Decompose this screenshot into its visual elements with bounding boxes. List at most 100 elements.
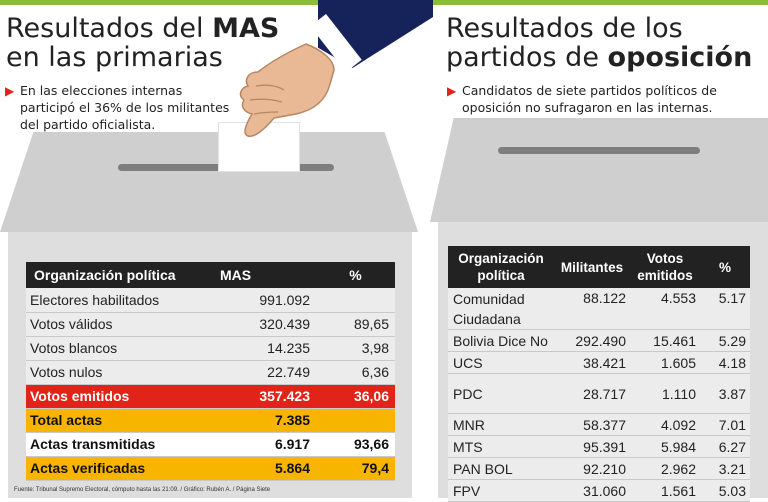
table-row-highlight-red: Votos emitidos 357.423 36,06 xyxy=(26,384,395,409)
left-bullet-text: En las elecciones internas participó el … xyxy=(20,83,230,132)
row-mas: 357.423 xyxy=(206,384,316,409)
left-title: Resultados del MAS en las primarias xyxy=(6,14,279,72)
table-row: UCS 38.421 1.605 4.18 xyxy=(448,351,750,374)
table-row: MNR 58.377 4.092 7.01 xyxy=(448,413,750,436)
row-pct: 89,65 xyxy=(316,312,395,337)
row-mas: 14.235 xyxy=(206,336,316,361)
row-pct: 5.03 xyxy=(700,479,750,502)
row-label: Votos blancos xyxy=(26,336,206,361)
ballot-box-lid-right xyxy=(430,118,768,222)
right-title-line1: Resultados de los xyxy=(446,13,683,44)
row-label: Votos emitidos xyxy=(26,384,206,409)
row-org: MNR xyxy=(448,413,554,436)
right-bullet: ▶ Candidatos de siete partidos políticos… xyxy=(447,82,762,116)
row-militantes: 88.122 xyxy=(554,288,630,330)
row-pct: 36,06 xyxy=(316,384,395,409)
row-militantes: 31.060 xyxy=(554,479,630,502)
row-org: UCS xyxy=(448,351,554,374)
row-militantes: 28.717 xyxy=(554,373,630,414)
table-row: Bolivia Dice No 292.490 15.461 5.29 xyxy=(448,329,750,352)
column-header: % xyxy=(700,246,750,288)
row-label: Actas verificadas xyxy=(26,456,206,481)
bullet-arrow-icon: ▶ xyxy=(5,84,15,98)
column-header: Organización política xyxy=(26,262,206,288)
row-pct: 3.87 xyxy=(700,373,750,414)
table-row: Electores habilitados 991.092 xyxy=(26,288,395,313)
row-pct: 7.01 xyxy=(700,413,750,436)
table-row: Votos blancos 14.235 3,98 xyxy=(26,336,395,361)
row-votos: 1.561 xyxy=(630,479,700,502)
row-org: Comunidad Ciudadana xyxy=(448,288,554,330)
column-header: % xyxy=(316,262,395,288)
row-militantes: 38.421 xyxy=(554,351,630,374)
row-label: Total actas xyxy=(26,408,206,433)
table-header-row: Organización política MAS % xyxy=(26,262,395,288)
right-title: Resultados de los partidos de oposición xyxy=(446,14,752,72)
row-mas: 5.864 xyxy=(206,456,316,481)
row-mas: 991.092 xyxy=(206,288,316,313)
ballot-box-lid-left xyxy=(0,132,418,232)
column-header: MAS xyxy=(206,262,316,288)
row-org: PAN BOL xyxy=(448,457,554,480)
table-row: PDC 28.717 1.110 3.87 xyxy=(448,373,750,414)
table-row: Votos válidos 320.439 89,65 xyxy=(26,312,395,337)
row-militantes: 95.391 xyxy=(554,435,630,458)
row-votos: 1.605 xyxy=(630,351,700,374)
row-label: Votos nulos xyxy=(26,360,206,385)
left-title-bold: MAS xyxy=(212,13,280,44)
mas-results-table: Organización política MAS % Electores ha… xyxy=(26,262,395,481)
row-org: FPV xyxy=(448,479,554,502)
row-pct: 3,98 xyxy=(316,336,395,361)
hand-icon xyxy=(239,43,335,138)
row-militantes: 292.490 xyxy=(554,329,630,352)
row-pct: 3.21 xyxy=(700,457,750,480)
ballot-slot-right xyxy=(498,147,700,154)
row-label: Actas transmitidas xyxy=(26,432,206,457)
column-header: Militantes xyxy=(554,246,630,288)
row-pct: 5.17 xyxy=(700,288,750,330)
bullet-arrow-icon: ▶ xyxy=(447,84,457,98)
table-row: MTS 95.391 5.984 6.27 xyxy=(448,435,750,458)
row-label: Votos válidos xyxy=(26,312,206,337)
table-row: PAN BOL 92.210 2.962 3.21 xyxy=(448,457,750,480)
column-header: Organización política xyxy=(448,246,554,288)
row-org: PDC xyxy=(448,373,554,414)
table-row-highlight-yellow: Total actas 7.385 xyxy=(26,408,395,433)
row-org: MTS xyxy=(448,435,554,458)
row-mas: 320.439 xyxy=(206,312,316,337)
row-pct: 5.29 xyxy=(700,329,750,352)
row-pct: 4.18 xyxy=(700,351,750,374)
row-votos: 4.553 xyxy=(630,288,700,330)
column-header: Votos emitidos xyxy=(630,246,700,288)
right-title-line2: partidos de xyxy=(446,42,608,73)
left-bullet: ▶ En las elecciones internas participó e… xyxy=(5,82,235,133)
row-pct: 6,36 xyxy=(316,360,395,385)
row-pct: 79,4 xyxy=(316,456,395,481)
table-row: FPV 31.060 1.561 5.03 xyxy=(448,479,750,502)
right-title-bold: oposición xyxy=(607,42,753,73)
table-header-row: Organización política Militantes Votos e… xyxy=(448,246,750,288)
row-mas: 6.917 xyxy=(206,432,316,457)
row-pct xyxy=(316,408,395,433)
table-row: Comunidad Ciudadana 88.122 4.553 5.17 xyxy=(448,288,750,330)
source-credit: Fuente: Tribunal Supremo Electoral, cómp… xyxy=(14,487,271,493)
row-votos: 15.461 xyxy=(630,329,700,352)
row-label: Electores habilitados xyxy=(26,288,206,313)
row-pct: 93,66 xyxy=(316,432,395,457)
opposition-results-table: Organización política Militantes Votos e… xyxy=(448,246,750,502)
left-title-line1: Resultados del xyxy=(6,13,213,44)
row-votos: 1.110 xyxy=(630,373,700,414)
row-militantes: 58.377 xyxy=(554,413,630,436)
left-title-line2: en las primarias xyxy=(6,42,223,73)
row-votos: 2.962 xyxy=(630,457,700,480)
row-org: Bolivia Dice No xyxy=(448,329,554,352)
row-votos: 5.984 xyxy=(630,435,700,458)
row-mas: 22.749 xyxy=(206,360,316,385)
table-row: Votos nulos 22.749 6,36 xyxy=(26,360,395,385)
row-pct xyxy=(316,288,395,313)
table-row-highlight-yellow: Actas verificadas 5.864 79,4 xyxy=(26,456,395,481)
row-pct: 6.27 xyxy=(700,435,750,458)
row-mas: 7.385 xyxy=(206,408,316,433)
row-militantes: 92.210 xyxy=(554,457,630,480)
row-votos: 4.092 xyxy=(630,413,700,436)
